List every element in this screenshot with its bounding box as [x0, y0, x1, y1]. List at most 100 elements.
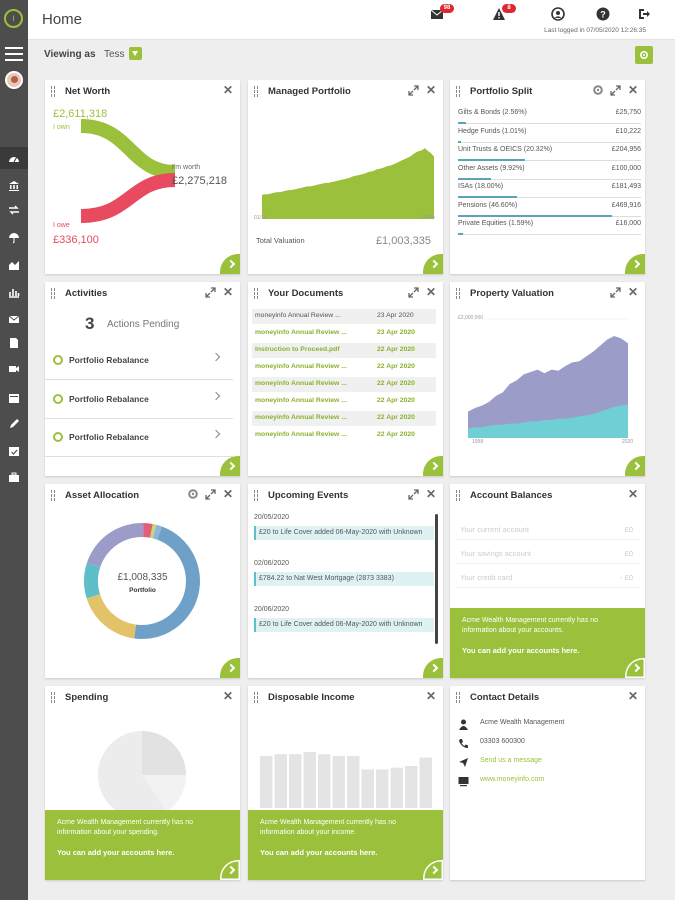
expand-icon[interactable] [408, 489, 419, 500]
sidebar-item-video[interactable] [0, 358, 28, 380]
chevron-right-icon[interactable] [625, 658, 645, 678]
document-row[interactable]: moneyinfo Annual Review ... 23 Apr 2020 [252, 326, 436, 341]
donut-slice[interactable] [134, 526, 200, 639]
chevron-right-icon[interactable] [625, 456, 645, 476]
close-icon[interactable]: ✕ [222, 689, 234, 703]
sidebar-item-bar-chart[interactable] [0, 281, 28, 303]
contact-message-row[interactable]: Send us a message [458, 754, 643, 770]
split-row[interactable]: Other Assets (9.92%) £100,000 [458, 162, 641, 180]
gear-icon[interactable] [592, 84, 604, 96]
phone-number[interactable]: 03303 600300 [480, 738, 525, 745]
sidebar-item-document[interactable] [0, 332, 28, 354]
drag-handle-icon[interactable] [254, 288, 258, 298]
document-row[interactable]: moneyinfo Annual Review ... 22 Apr 2020 [252, 360, 436, 375]
drag-handle-icon[interactable] [456, 692, 460, 702]
activity-item[interactable]: Portfolio Rebalance [45, 419, 233, 457]
expand-icon[interactable] [610, 287, 621, 298]
drag-handle-icon[interactable] [51, 692, 55, 702]
viewing-as-dropdown[interactable] [129, 47, 142, 60]
document-name[interactable]: moneyinfo Annual Review ... [255, 414, 347, 421]
chevron-right-icon[interactable] [220, 456, 240, 476]
sidebar-item-dashboard[interactable] [0, 147, 28, 169]
card-header[interactable]: Your Documents ✕ [248, 282, 443, 304]
mail-icon[interactable]: 98 [430, 4, 454, 21]
document-name[interactable]: moneyinfo Annual Review ... [255, 397, 347, 404]
card-header[interactable]: Spending ✕ [45, 686, 240, 708]
donut-slice[interactable] [143, 523, 153, 538]
sidebar-item-area-chart[interactable] [0, 254, 28, 276]
document-row[interactable]: Instruction to Proceed.pdf 22 Apr 2020 [252, 343, 436, 358]
document-row[interactable]: moneyinfo Annual Review ... 22 Apr 2020 [252, 394, 436, 409]
close-icon[interactable]: ✕ [222, 285, 234, 299]
account-row[interactable]: Your current account £0 [456, 518, 639, 540]
add-accounts-link[interactable]: You can add your accounts here. [462, 646, 580, 655]
expand-icon[interactable] [205, 489, 216, 500]
events-list[interactable]: 20/05/2020 £20 to Life Cover added 06-May… [250, 514, 436, 664]
document-name[interactable]: moneyinfo Annual Review ... [255, 431, 347, 438]
avatar[interactable] [5, 71, 23, 89]
event-item[interactable]: £20 to Life Cover added 06-May-2020 with… [254, 618, 434, 632]
sidebar-item-calendar[interactable] [0, 387, 28, 409]
chevron-right-icon[interactable] [423, 254, 443, 274]
send-message-link[interactable]: Send us a message [480, 757, 542, 764]
close-icon[interactable]: ✕ [627, 487, 639, 501]
user-icon[interactable] [551, 7, 565, 21]
donut-slice[interactable] [86, 523, 144, 568]
card-header[interactable]: Property Valuation ✕ [450, 282, 645, 304]
close-icon[interactable]: ✕ [222, 83, 234, 97]
menu-icon[interactable] [5, 47, 23, 61]
split-row[interactable]: Gilts & Bonds (2.56%) £25,750 [458, 106, 641, 124]
card-header[interactable]: Asset Allocation ✕ [45, 484, 240, 506]
card-header[interactable]: Portfolio Split ✕ [450, 80, 645, 102]
document-name[interactable]: moneyinfo Annual Review ... [255, 329, 347, 336]
chevron-right-icon[interactable] [423, 860, 443, 880]
close-icon[interactable]: ✕ [627, 689, 639, 703]
card-header[interactable]: Upcoming Events ✕ [248, 484, 443, 506]
dashboard-settings-button[interactable] [635, 46, 653, 64]
expand-icon[interactable] [408, 85, 419, 96]
chevron-right-icon[interactable] [220, 658, 240, 678]
split-row[interactable]: Private Equities (1.59%) £16,000 [458, 217, 641, 235]
chevron-right-icon[interactable] [220, 254, 240, 274]
chevron-right-icon[interactable] [211, 352, 221, 362]
sidebar-item-transfer[interactable] [0, 199, 28, 221]
chevron-right-icon[interactable] [220, 860, 240, 880]
event-item[interactable]: £20 to Life Cover added 06-May-2020 with… [254, 526, 434, 540]
card-header[interactable]: Managed Portfolio ✕ [248, 80, 443, 102]
donut-slice[interactable] [86, 594, 137, 639]
document-name[interactable]: moneyinfo Annual Review ... [255, 380, 347, 387]
expand-icon[interactable] [205, 287, 216, 298]
card-header[interactable]: Contact Details ✕ [450, 686, 645, 708]
website-link[interactable]: www.moneyinfo.com [480, 776, 545, 783]
sidebar-item-pen[interactable] [0, 413, 28, 435]
drag-handle-icon[interactable] [456, 490, 460, 500]
chevron-right-icon[interactable] [211, 391, 221, 400]
expand-icon[interactable] [408, 287, 419, 298]
chevron-right-icon[interactable] [625, 254, 645, 274]
document-name[interactable]: moneyinfo Annual Review ... [255, 363, 347, 370]
contact-website-row[interactable]: www.moneyinfo.com [458, 773, 643, 789]
logout-icon[interactable] [637, 7, 651, 21]
add-accounts-link[interactable]: You can add your accounts here. [260, 848, 378, 857]
sidebar-item-calendar-check[interactable] [0, 440, 28, 462]
add-accounts-link[interactable]: You can add your accounts here. [57, 848, 175, 857]
event-item[interactable]: £784.22 to Nat West Mortgage (2873 3383) [254, 572, 434, 586]
donut-slice[interactable] [83, 562, 101, 599]
drag-handle-icon[interactable] [254, 692, 258, 702]
close-icon[interactable]: ✕ [222, 487, 234, 501]
app-logo[interactable]: ι [4, 9, 23, 28]
activity-item[interactable]: Portfolio Rebalance [45, 381, 233, 419]
gear-icon[interactable] [187, 488, 199, 500]
close-icon[interactable]: ✕ [627, 285, 639, 299]
card-header[interactable]: Net Worth ✕ [45, 80, 240, 102]
donut-slice[interactable] [150, 524, 157, 539]
drag-handle-icon[interactable] [456, 86, 460, 96]
help-icon[interactable]: ? [596, 7, 610, 21]
drag-handle-icon[interactable] [456, 288, 460, 298]
activity-item[interactable]: Portfolio Rebalance [45, 342, 233, 380]
drag-handle-icon[interactable] [51, 490, 55, 500]
sidebar-item-umbrella[interactable] [0, 227, 28, 249]
close-icon[interactable]: ✕ [425, 285, 437, 299]
account-row[interactable]: Your savings account £0 [456, 542, 639, 564]
drag-handle-icon[interactable] [254, 490, 258, 500]
